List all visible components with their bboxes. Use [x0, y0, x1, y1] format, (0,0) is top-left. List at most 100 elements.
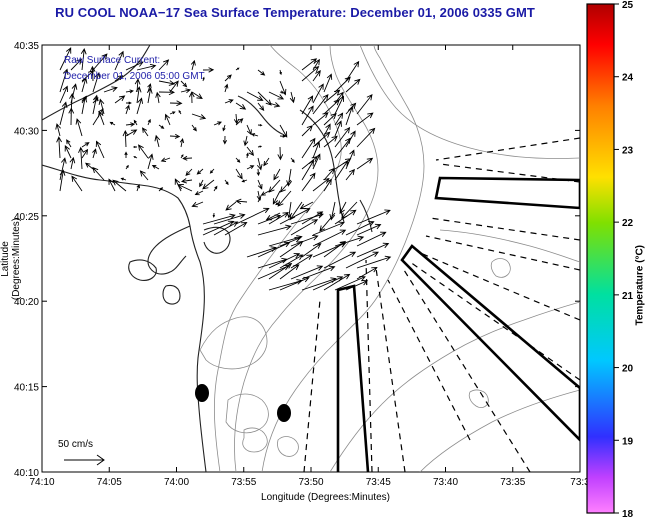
current-vector [268, 91, 285, 100]
current-vector [356, 94, 373, 115]
current-vector [202, 220, 235, 236]
colorbar-label: Temperature (°C) [634, 245, 646, 326]
current-vector [191, 91, 203, 100]
current-vector [257, 102, 265, 111]
current-vector [323, 99, 340, 115]
current-vector [132, 145, 138, 149]
x-axis: 74:10 74:05 74:00 73:55 73:50 73:45 73:40 73:35… [29, 45, 590, 488]
current-vector [133, 119, 138, 126]
current-vector [213, 213, 246, 225]
current-vector [158, 187, 164, 192]
current-vector [98, 98, 105, 115]
current-vector [312, 229, 347, 247]
current-vector [233, 113, 239, 125]
current-vector [224, 74, 232, 82]
current-vector [224, 83, 229, 93]
x-tick-label: 73:35 [500, 477, 525, 488]
current-vector [235, 157, 241, 163]
current-vector [235, 168, 243, 180]
current-vector [138, 144, 149, 159]
current-vector [56, 136, 62, 159]
current-label-line1: Raw Surface Current: [64, 55, 161, 66]
current-vector [279, 236, 301, 247]
current-vector [268, 102, 281, 108]
current-vector [345, 60, 360, 82]
current-vector [158, 80, 176, 86]
current-vector [59, 85, 68, 104]
current-vector [209, 168, 215, 174]
current-vector [125, 101, 132, 105]
current-vector [59, 169, 66, 192]
current-vector [109, 121, 116, 126]
current-vector [81, 148, 89, 159]
current-vector [136, 97, 144, 115]
current-vector [133, 156, 138, 159]
current-vector [125, 122, 136, 127]
current-vector [273, 168, 281, 181]
current-vector [235, 207, 270, 225]
current-vector [290, 234, 319, 247]
current-vector [202, 213, 236, 225]
current-vector [257, 91, 272, 106]
current-vector [277, 146, 284, 161]
y-tick-label: 40:35 [14, 41, 39, 52]
x-tick-label: 73:40 [433, 477, 458, 488]
current-vector [114, 75, 124, 82]
y-tick-label: 40:15 [14, 383, 39, 394]
surface-current-vectors [55, 47, 392, 291]
colorbar-tick-label: 24 [622, 73, 634, 84]
current-vector [290, 265, 324, 280]
current-vector [141, 127, 149, 137]
colorbar-tick-label: 25 [622, 0, 634, 11]
colorbar [586, 3, 615, 514]
current-vector [59, 47, 72, 71]
current-vector [169, 133, 181, 139]
current-vector [356, 223, 382, 236]
current-vector [277, 190, 292, 207]
map-layers [42, 45, 580, 472]
current-vector [301, 137, 316, 159]
current-vector [151, 164, 160, 170]
current-vector [202, 67, 215, 73]
current-vector [180, 88, 191, 94]
current-vector [146, 87, 153, 104]
current-vector [191, 113, 207, 120]
current-vector [301, 105, 314, 126]
current-vector [59, 68, 69, 93]
current-vector [182, 155, 193, 161]
current-vector [323, 178, 332, 192]
current-vector [85, 162, 94, 170]
current-vector [334, 126, 351, 148]
current-vector [158, 59, 170, 71]
current-vector [312, 83, 324, 104]
current-vector [356, 209, 391, 225]
current-vector [103, 86, 118, 93]
current-vector [257, 224, 292, 236]
current-vector [260, 190, 270, 196]
current-vector [212, 212, 216, 218]
current-vector [81, 77, 88, 93]
current-vector [246, 91, 264, 101]
current-vector [334, 95, 345, 115]
current-vector [250, 133, 259, 137]
current-vector [147, 118, 151, 126]
current-vector [323, 73, 333, 93]
current-vector [158, 124, 165, 129]
current-vector [136, 183, 141, 192]
current-vector [263, 157, 270, 167]
current-vector [139, 170, 149, 181]
current-vector [114, 95, 126, 104]
current-vector [112, 179, 127, 192]
current-vector [345, 149, 355, 170]
current-vector [334, 91, 344, 104]
y-tick-label: 40:10 [14, 468, 39, 479]
colorbar-tick-label: 20 [622, 364, 634, 375]
current-vector [279, 179, 292, 193]
current-vector [356, 242, 390, 258]
current-vector [312, 58, 320, 71]
current-vector [92, 166, 105, 181]
current-vector [312, 70, 321, 82]
current-vector [235, 198, 248, 205]
x-tick-label: 74:05 [97, 477, 122, 488]
current-vector [246, 124, 252, 136]
